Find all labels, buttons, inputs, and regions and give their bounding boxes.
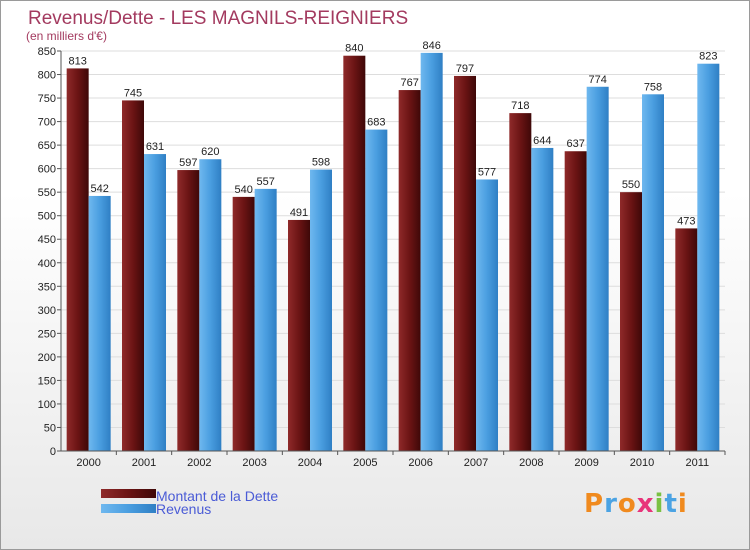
data-label: 767 (400, 77, 418, 89)
x-tick-label: 2002 (187, 457, 211, 469)
data-label: 577 (478, 166, 496, 178)
bar-revenus (642, 94, 664, 451)
logo-letter: i (654, 489, 665, 519)
data-label: 840 (345, 43, 363, 55)
bar-dette (509, 113, 532, 451)
data-label: 631 (146, 141, 164, 153)
data-label: 644 (533, 135, 551, 147)
bar-revenus (88, 195, 111, 451)
data-label: 550 (622, 179, 640, 191)
y-tick-label: 500 (38, 211, 56, 223)
y-tick-label: 450 (38, 234, 56, 246)
bar-dette (122, 100, 144, 451)
logo-letter: P (584, 489, 605, 519)
x-tick-label: 2011 (686, 457, 710, 469)
bar-dette (343, 55, 366, 452)
data-label: 813 (68, 55, 86, 67)
x-tick-label: 2004 (298, 457, 322, 469)
data-label: 637 (566, 138, 584, 150)
x-tick-label: 2005 (353, 457, 377, 469)
y-tick-label: 750 (38, 93, 56, 105)
y-tick-label: 800 (38, 70, 56, 82)
logo-letter: x (636, 489, 655, 519)
bar-revenus (697, 63, 720, 452)
bar-dette (675, 228, 698, 451)
data-label: 491 (290, 207, 308, 219)
y-tick-label: 0 (50, 446, 56, 458)
legend-label-debt: Montant de la Dette (156, 488, 278, 504)
legend: Montant de la Dette Revenus (101, 488, 278, 517)
bar-revenus (365, 129, 388, 451)
x-tick-label: 2001 (132, 457, 156, 469)
data-label: 473 (677, 215, 695, 227)
y-tick-label: 200 (38, 352, 56, 364)
y-tick-label: 850 (38, 46, 56, 58)
data-label: 557 (256, 176, 274, 188)
bar-dette (564, 151, 587, 451)
x-tick-label: 2008 (519, 457, 543, 469)
y-tick-label: 150 (38, 375, 56, 387)
logo-letter: t (664, 489, 678, 519)
y-tick-label: 300 (38, 305, 56, 317)
data-label: 718 (511, 100, 529, 112)
data-label: 683 (367, 117, 385, 129)
data-label: 598 (312, 157, 330, 169)
bar-dette (454, 75, 476, 452)
y-tick-label: 50 (44, 422, 56, 434)
data-label: 620 (201, 146, 219, 158)
bar-dette (177, 170, 200, 451)
y-tick-label: 600 (38, 164, 56, 176)
bar-revenus (531, 147, 554, 452)
data-label: 774 (588, 74, 606, 86)
bar-dette (398, 90, 421, 451)
bar-revenus (199, 159, 222, 451)
data-label: 597 (179, 157, 197, 169)
x-tick-label: 2007 (464, 457, 488, 469)
y-tick-label: 250 (38, 328, 56, 340)
y-tick-label: 550 (38, 187, 56, 199)
y-tick-label: 700 (38, 117, 56, 129)
y-tick-label: 650 (38, 140, 56, 152)
chart-title: Revenus/Dette - LES MAGNILS-REIGNIERS (28, 8, 408, 29)
data-label: 846 (422, 40, 440, 52)
proxiti-logo: Proxiti (584, 489, 688, 519)
bars: 813 542 745 631 597 620 540 557 491 598 840 683 767 8… (66, 40, 720, 452)
legend-swatch-debt (101, 489, 156, 498)
x-tick-label: 2010 (630, 457, 654, 469)
y-tick-label: 400 (38, 258, 56, 270)
y-tick-label: 100 (38, 399, 56, 411)
x-tick-label: 2000 (76, 457, 100, 469)
bar-revenus (310, 169, 332, 451)
bar-revenus (144, 154, 166, 451)
data-label: 797 (456, 63, 474, 75)
legend-swatch-revenus (101, 504, 156, 513)
bar-revenus (586, 86, 609, 451)
bar-dette (620, 192, 642, 452)
x-tick-label: 2003 (242, 457, 266, 469)
bar-dette (66, 68, 89, 451)
bar-dette (288, 219, 310, 451)
gridlines (61, 50, 725, 452)
data-label: 540 (234, 184, 252, 196)
logo-letter: i (677, 489, 688, 519)
logo-letter: r (604, 489, 618, 519)
x-tick-label: 2006 (408, 457, 432, 469)
bar-revenus (254, 188, 277, 451)
data-label: 542 (90, 183, 108, 195)
data-label: 823 (699, 51, 717, 63)
bar-revenus (420, 52, 443, 451)
logo-letter: o (617, 489, 637, 519)
legend-label-revenus: Revenus (156, 501, 211, 517)
bar-dette (232, 196, 255, 451)
chart-subtitle: (en milliers d'€) (26, 29, 107, 43)
y-tick-label: 350 (38, 281, 56, 293)
x-tick-label: 2009 (574, 457, 598, 469)
data-label: 745 (124, 87, 142, 99)
axes: 0 50 100 150 200 250 300 350 400 450 500 550 600 650 7… (38, 46, 726, 469)
data-label: 758 (644, 81, 662, 93)
bar-revenus (476, 179, 498, 451)
